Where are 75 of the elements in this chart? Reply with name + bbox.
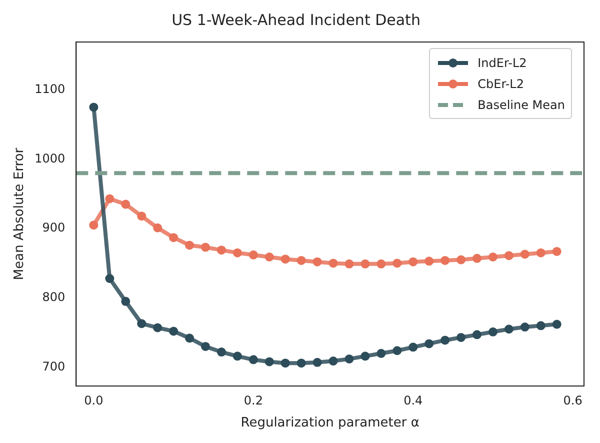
point (280, 358, 290, 368)
point (456, 332, 466, 342)
point (280, 254, 290, 264)
point (137, 319, 146, 328)
point (312, 257, 322, 266)
point (232, 248, 242, 258)
point (440, 336, 450, 345)
point (248, 355, 258, 364)
y-axis-title: Mean Absolute Error (12, 147, 28, 280)
legend-label: CbEr-L2 (478, 76, 524, 90)
point (456, 255, 466, 264)
x-tick-label: 0.6 (563, 393, 582, 408)
point (488, 327, 498, 336)
point (344, 354, 354, 364)
point (248, 250, 258, 260)
point (296, 358, 306, 368)
point (424, 339, 434, 348)
point (472, 254, 482, 263)
point (121, 200, 130, 209)
point (328, 356, 338, 366)
point (360, 259, 370, 268)
legend-label: Baseline Mean (478, 98, 565, 112)
point (105, 194, 114, 204)
point (264, 252, 274, 262)
point (536, 321, 546, 330)
x-tick-label: 0.2 (244, 393, 263, 408)
point (312, 358, 322, 367)
point (232, 352, 242, 361)
point (201, 242, 210, 252)
point (472, 330, 482, 340)
chart-title: US 1-Week-Ahead Incident Death (172, 10, 420, 29)
x-axis-title: Regularization parameter α (240, 416, 420, 431)
point (376, 348, 386, 358)
point (185, 334, 194, 343)
y-tick-label: 800 (42, 290, 66, 304)
point (296, 256, 306, 265)
point (328, 258, 338, 268)
point (121, 296, 130, 306)
point (408, 257, 418, 266)
point (504, 324, 514, 334)
x-tick-label: 0.0 (84, 393, 104, 408)
y-tick-label: 700 (42, 359, 66, 374)
point (137, 212, 146, 221)
point (185, 240, 194, 250)
point (201, 342, 210, 351)
point (536, 248, 546, 258)
y-tick-label: 1000 (34, 151, 66, 166)
point (216, 348, 226, 357)
point (392, 346, 402, 356)
point (488, 252, 498, 262)
point (376, 259, 386, 268)
legend-label: IndEr-L2 (478, 56, 527, 70)
point (424, 256, 434, 266)
point (360, 352, 370, 361)
point (520, 250, 530, 259)
point (552, 246, 562, 256)
point (392, 258, 402, 268)
point (153, 223, 162, 232)
point (440, 256, 450, 265)
x-tick-label: 0.4 (404, 393, 423, 408)
point (89, 220, 98, 230)
point (105, 274, 114, 283)
y-tick-label: 1100 (34, 82, 66, 96)
y-tick-label: 900 (42, 220, 66, 235)
point (344, 259, 354, 268)
point (89, 102, 98, 112)
point (552, 320, 562, 329)
point (504, 251, 514, 260)
point (216, 246, 226, 255)
point (169, 233, 178, 242)
point (408, 342, 418, 352)
point (520, 322, 530, 332)
point (153, 323, 162, 332)
point (169, 326, 178, 336)
point (264, 357, 274, 366)
